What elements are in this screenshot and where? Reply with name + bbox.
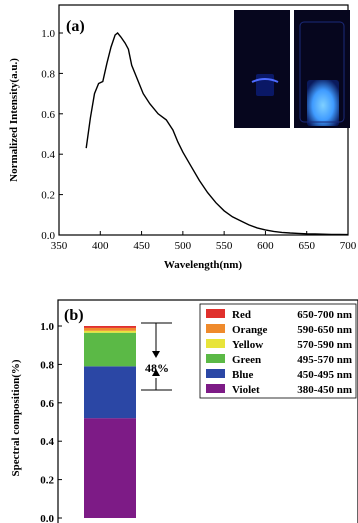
bar-segment-green xyxy=(84,332,136,367)
y-tick-label: 0.0 xyxy=(41,230,55,242)
legend-label-violet: Violet xyxy=(232,384,260,396)
legend-label-yellow: Yellow xyxy=(232,339,263,351)
x-tick-label: 450 xyxy=(133,240,150,252)
inset-photo-dark xyxy=(234,10,290,128)
emission-spectrum-line xyxy=(85,32,349,236)
y-tick-label-b: 0.2 xyxy=(40,475,54,487)
legend-label-blue: Blue xyxy=(232,369,254,381)
y-tick-label: 1.0 xyxy=(41,28,55,40)
y-tick-label: 0.8 xyxy=(41,68,55,80)
vial-outline xyxy=(299,21,345,123)
x-tick-label: 600 xyxy=(257,240,274,252)
legend-label-red: Red xyxy=(232,309,251,321)
legend-range-red: 650-700 nm xyxy=(297,309,352,321)
bar-segment-orange xyxy=(84,327,136,331)
y-axis-label-a: Normalized Intensity(a.u.) xyxy=(8,58,20,182)
x-tick-label: 700 xyxy=(340,240,357,252)
panel-a-label: (a) xyxy=(66,18,85,35)
panel-b-label: (b) xyxy=(64,307,84,324)
x-axis-label: Wavelength(nm) xyxy=(164,259,243,271)
vial-glow xyxy=(307,80,339,126)
panel-a: (a) 350 400 450 500 550 600 650 700 0.0 0.2 0.4 0.6… xyxy=(8,4,357,271)
bar-segment-yellow xyxy=(84,330,136,333)
legend-range-orange: 590-650 nm xyxy=(297,324,352,336)
legend-swatch-yellow xyxy=(206,339,225,348)
y-tick-label-b: 0.4 xyxy=(40,436,54,448)
y-tick-label: 0.6 xyxy=(41,109,55,121)
x-tick-label: 650 xyxy=(298,240,315,252)
annotation-48: 48% xyxy=(141,322,172,391)
panel-b: (b) Spectral composition(%) 0.0 0.2 0.4 0.6… xyxy=(10,299,358,523)
inset-photos xyxy=(234,10,350,128)
y-axis-label-b: Spectral composition(%) xyxy=(10,359,22,476)
legend-swatch-red xyxy=(206,309,225,318)
legend-swatch-blue xyxy=(206,369,225,378)
annotation-text: 48% xyxy=(145,361,169,375)
bar-segment-violet xyxy=(84,418,136,518)
y-tick-label-b: 0.0 xyxy=(40,513,54,523)
x-tick-label: 400 xyxy=(92,240,109,252)
x-tick-label: 350 xyxy=(51,240,68,252)
legend-label-green: Green xyxy=(232,354,261,366)
y-tick-label: 0.4 xyxy=(41,149,55,161)
legend-swatch-orange xyxy=(206,324,225,333)
legend: Red 650-700 nm Orange 590-650 nm Yellow 570-5… xyxy=(199,303,357,399)
legend-label-orange: Orange xyxy=(232,324,268,336)
y-tick-label-b: 0.8 xyxy=(40,359,54,371)
legend-swatch-green xyxy=(206,354,225,363)
vial-dim-meniscus xyxy=(251,78,279,83)
legend-range-green: 495-570 nm xyxy=(297,354,352,366)
legend-range-violet: 380-450 nm xyxy=(297,384,352,396)
bar-segment-blue xyxy=(84,366,136,419)
legend-range-blue: 450-495 nm xyxy=(297,369,352,381)
x-tick-label: 500 xyxy=(175,240,192,252)
y-tick-label-b: 0.6 xyxy=(40,398,54,410)
bar-segment-red xyxy=(84,326,136,328)
x-tick-label: 550 xyxy=(216,240,233,252)
y-tick-label: 0.2 xyxy=(41,190,55,202)
plot-b-frame xyxy=(57,299,358,523)
legend-range-yellow: 570-590 nm xyxy=(297,339,352,351)
legend-swatch-violet xyxy=(206,384,225,393)
y-tick-label-b: 1.0 xyxy=(40,321,54,333)
vial-dim xyxy=(256,74,274,96)
